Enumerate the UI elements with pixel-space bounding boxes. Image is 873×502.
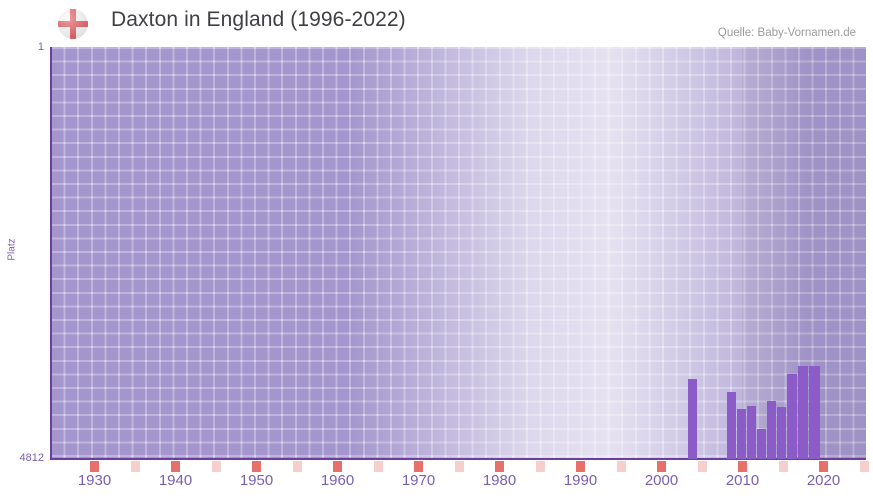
x-tick-minor [779,461,788,472]
chart-header: Daxton in England (1996-2022) Quelle: Ba… [0,0,873,47]
x-tick-minor [698,461,707,472]
x-tick-1960 [333,461,342,472]
bar-2015[interactable] [747,406,756,459]
x-axis-label-2020: 2020 [806,472,841,489]
x-tick-minor [374,461,383,472]
x-axis-label-2010: 2010 [725,472,760,489]
x-axis-label-1930: 1930 [77,472,112,489]
x-tick-2000 [657,461,666,472]
y-axis-line [50,47,52,460]
bar-2017[interactable] [767,401,776,459]
x-axis-ticks [50,461,869,473]
x-axis-label-1980: 1980 [482,472,517,489]
x-tick-minor [536,461,545,472]
x-tick-1990 [576,461,585,472]
bar-2014[interactable] [737,409,746,459]
bar-2020[interactable] [798,366,808,459]
flag-gloss [58,9,88,39]
x-tick-1930 [90,461,99,472]
england-flag-circle-icon [58,9,88,39]
x-tick-minor [860,461,869,472]
bar-2021[interactable] [809,366,820,459]
x-axis-label-1990: 1990 [563,472,598,489]
y-axis-title: Platz [6,238,18,261]
bar-2018[interactable] [777,407,786,459]
x-tick-1980 [495,461,504,472]
y-axis-label-bottom: 4812 [19,452,44,464]
plot-area [50,47,866,459]
x-axis-labels: 1930 1940 1950 1960 1970 1980 1990 2000 2010 2020 [0,472,873,498]
x-axis-line [50,458,866,460]
x-tick-1940 [171,461,180,472]
x-tick-2020 [819,461,828,472]
source-attribution: Quelle: Baby-Vornamen.de [717,27,856,39]
x-tick-1950 [252,461,261,472]
x-axis-label-1940: 1940 [158,472,193,489]
x-tick-minor [293,461,302,472]
x-axis-label-1950: 1950 [239,472,274,489]
x-axis-label-1970: 1970 [401,472,436,489]
chart-title: Daxton in England (1996-2022) [111,8,406,31]
x-tick-minor [131,461,140,472]
x-axis-label-2000: 2000 [644,472,679,489]
x-tick-minor [455,461,464,472]
bar-2016[interactable] [757,429,766,459]
x-tick-minor [212,461,221,472]
bar-2008[interactable] [688,379,697,459]
x-tick-1970 [414,461,423,472]
y-axis-label-top: 1 [37,41,44,53]
x-tick-2010 [738,461,747,472]
bar-2013[interactable] [727,392,736,459]
x-axis-label-1960: 1960 [320,472,355,489]
x-tick-minor [617,461,626,472]
bar-2019[interactable] [787,374,797,459]
bar-series [50,47,866,459]
